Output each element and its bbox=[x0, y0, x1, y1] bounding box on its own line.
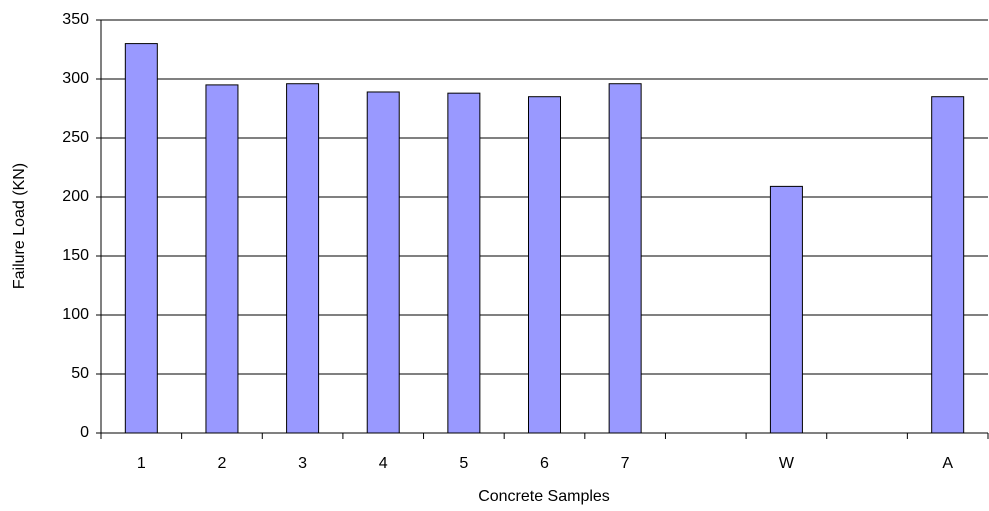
bar bbox=[608, 83, 642, 434]
y-tick-label: 200 bbox=[62, 188, 89, 205]
x-tick-label: 1 bbox=[137, 455, 146, 472]
bar bbox=[769, 185, 803, 434]
y-tick-label: 150 bbox=[62, 247, 89, 264]
bar bbox=[366, 91, 400, 434]
y-tick-label: 100 bbox=[62, 306, 89, 323]
bar bbox=[124, 43, 158, 434]
x-tick-label: 3 bbox=[298, 455, 307, 472]
bar bbox=[931, 96, 965, 434]
y-tick-label: 350 bbox=[62, 11, 89, 28]
y-tick-label: 300 bbox=[62, 70, 89, 87]
x-tick-label: 5 bbox=[459, 455, 468, 472]
bar bbox=[528, 96, 561, 434]
x-tick-label: W bbox=[779, 455, 795, 472]
x-tick-label: 4 bbox=[379, 455, 388, 472]
x-tick-label: 6 bbox=[540, 455, 549, 472]
y-tick-label: 50 bbox=[71, 365, 89, 382]
x-axis-label: Concrete Samples bbox=[478, 488, 610, 505]
bar bbox=[447, 92, 481, 434]
y-axis-label: Failure Load (KN) bbox=[11, 163, 28, 289]
x-tick-label: 7 bbox=[621, 455, 630, 472]
bar bbox=[286, 83, 320, 434]
bar bbox=[205, 84, 239, 434]
y-tick-label: 250 bbox=[62, 129, 89, 146]
y-tick-label: 0 bbox=[80, 424, 89, 441]
x-tick-label: A bbox=[942, 455, 953, 472]
x-tick-label: 2 bbox=[218, 455, 227, 472]
